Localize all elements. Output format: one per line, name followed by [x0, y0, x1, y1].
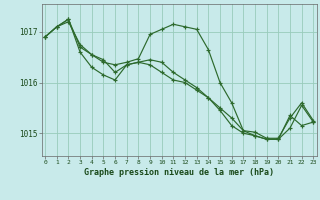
X-axis label: Graphe pression niveau de la mer (hPa): Graphe pression niveau de la mer (hPa): [84, 168, 274, 177]
